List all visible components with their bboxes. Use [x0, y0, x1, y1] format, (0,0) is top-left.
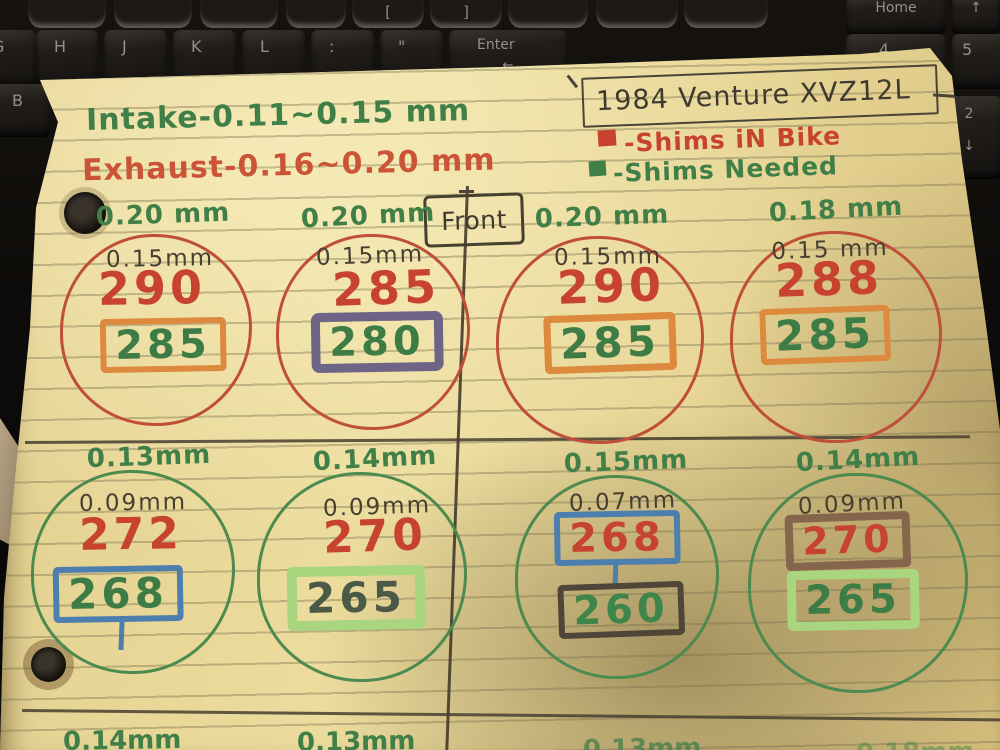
- shim-in-bike: 290: [97, 260, 207, 316]
- shim-needed: 265: [305, 572, 407, 623]
- shim-in-bike: 270: [801, 516, 895, 564]
- cylinder-r2c2: 0.14mm 0.09mm 270 265: [257, 441, 467, 682]
- shim-in-bike: 285: [331, 259, 441, 317]
- shim-needed-box: 260: [557, 580, 685, 640]
- shim-needed-box: 285: [543, 311, 677, 375]
- down-arrow-icon: ↓: [963, 138, 975, 154]
- front-label: Front: [440, 204, 508, 236]
- shim-needed-box: 285: [759, 304, 891, 366]
- cylinder-r2c1: 0.13mm 0.09mm 272 268: [31, 440, 235, 674]
- shim-in-bike: 268: [568, 514, 666, 562]
- front-arrow-tick: [459, 190, 474, 193]
- legend-red-square-icon: [597, 129, 617, 147]
- cylinder-circle: [60, 234, 252, 426]
- keycap-g: G: [0, 30, 36, 87]
- shim-needed-box: 265: [286, 564, 426, 632]
- legend-green-square-icon: [588, 160, 607, 177]
- keycap-h: H: [36, 30, 98, 87]
- shim-needed: 265: [804, 576, 902, 624]
- hole-punch: [31, 647, 66, 682]
- shim-needed: 280: [328, 318, 426, 366]
- clearance-label: 0.14mm: [312, 440, 438, 478]
- clearance-label: 0.20 mm: [534, 199, 670, 235]
- shim-needed-box: 285: [99, 316, 227, 374]
- keycap-num5: 5: [952, 34, 1000, 88]
- clearance-label: 0.13mm: [86, 439, 212, 475]
- clearance-label-partial: 0.13mm: [296, 725, 416, 750]
- box-stem: [118, 621, 125, 651]
- keycap-top: [286, 0, 346, 28]
- cylinder-r1c1: 0.20 mm 0.15mm 290 285: [60, 198, 252, 426]
- keycap-top: [114, 0, 192, 28]
- shim-needed: 285: [774, 308, 876, 361]
- clearance-label-partial: 0.13mm: [582, 732, 702, 750]
- cylinder-r2c4: 0.14mm 0.09mm 270 265: [748, 442, 968, 693]
- keycap-b: B: [0, 84, 50, 136]
- shim-needed-box: 268: [52, 564, 184, 624]
- shim-needed: 285: [114, 321, 212, 369]
- shim-needed: 268: [67, 568, 169, 619]
- shim-in-bike: 288: [774, 250, 884, 308]
- cylinder-circle: [496, 236, 704, 444]
- keycap-up-arrow: ↑: [952, 0, 1000, 34]
- keycap-top: [200, 0, 278, 28]
- box-stem: [612, 562, 619, 586]
- clearance-label: 0.14mm: [795, 441, 921, 479]
- keycap-top: [508, 0, 588, 28]
- enter-arrow-icon: ←: [502, 58, 514, 73]
- shim-needed: 285: [559, 316, 661, 369]
- cylinder-circle: [515, 475, 719, 679]
- cylinder-circle: [257, 472, 467, 682]
- shim-in-bike-box: 268: [553, 509, 681, 567]
- clearance-label: 0.20 mm: [95, 197, 231, 233]
- keycap-left-bracket: [: [352, 0, 424, 28]
- keycap-right-bracket: ]: [430, 0, 502, 28]
- cylinder-circle: [730, 231, 942, 443]
- shim-needed-box: 265: [786, 568, 920, 632]
- shim-in-bike: 270: [322, 509, 428, 564]
- clearance-label: 0.15mm: [563, 444, 689, 480]
- keycap-top: [684, 0, 768, 28]
- cylinder-r1c3: 0.20 mm 0.15mm 290 285: [496, 200, 704, 444]
- clearance-label-partial: 0.14mm: [62, 724, 182, 750]
- cylinder-r1c4: 0.18 mm 0.15 mm 288 285: [730, 192, 942, 443]
- up-arrow-icon: ↑: [970, 0, 982, 16]
- cylinder-circle: [748, 473, 968, 693]
- keycap-top: [596, 0, 678, 28]
- cylinder-circle: [31, 470, 235, 674]
- page-title: 1984 Venture XVZ12L: [595, 74, 912, 118]
- shim-needed-box: 280: [310, 310, 444, 374]
- shim-needed: 260: [572, 585, 670, 635]
- shim-in-bike: 272: [78, 508, 184, 561]
- cylinder-r1c2: 0.20 mm 0.15mm 285 280: [276, 198, 470, 430]
- shim-in-bike-box: 270: [784, 510, 912, 572]
- keycap-home: Home: [846, 0, 946, 34]
- shim-in-bike: 290: [556, 257, 666, 315]
- cylinder-circle: [276, 234, 470, 430]
- cylinder-r2c3: 0.15mm 0.07mm 268 260: [515, 445, 719, 679]
- hole-punch: [64, 192, 106, 234]
- keycap-top: [28, 0, 106, 28]
